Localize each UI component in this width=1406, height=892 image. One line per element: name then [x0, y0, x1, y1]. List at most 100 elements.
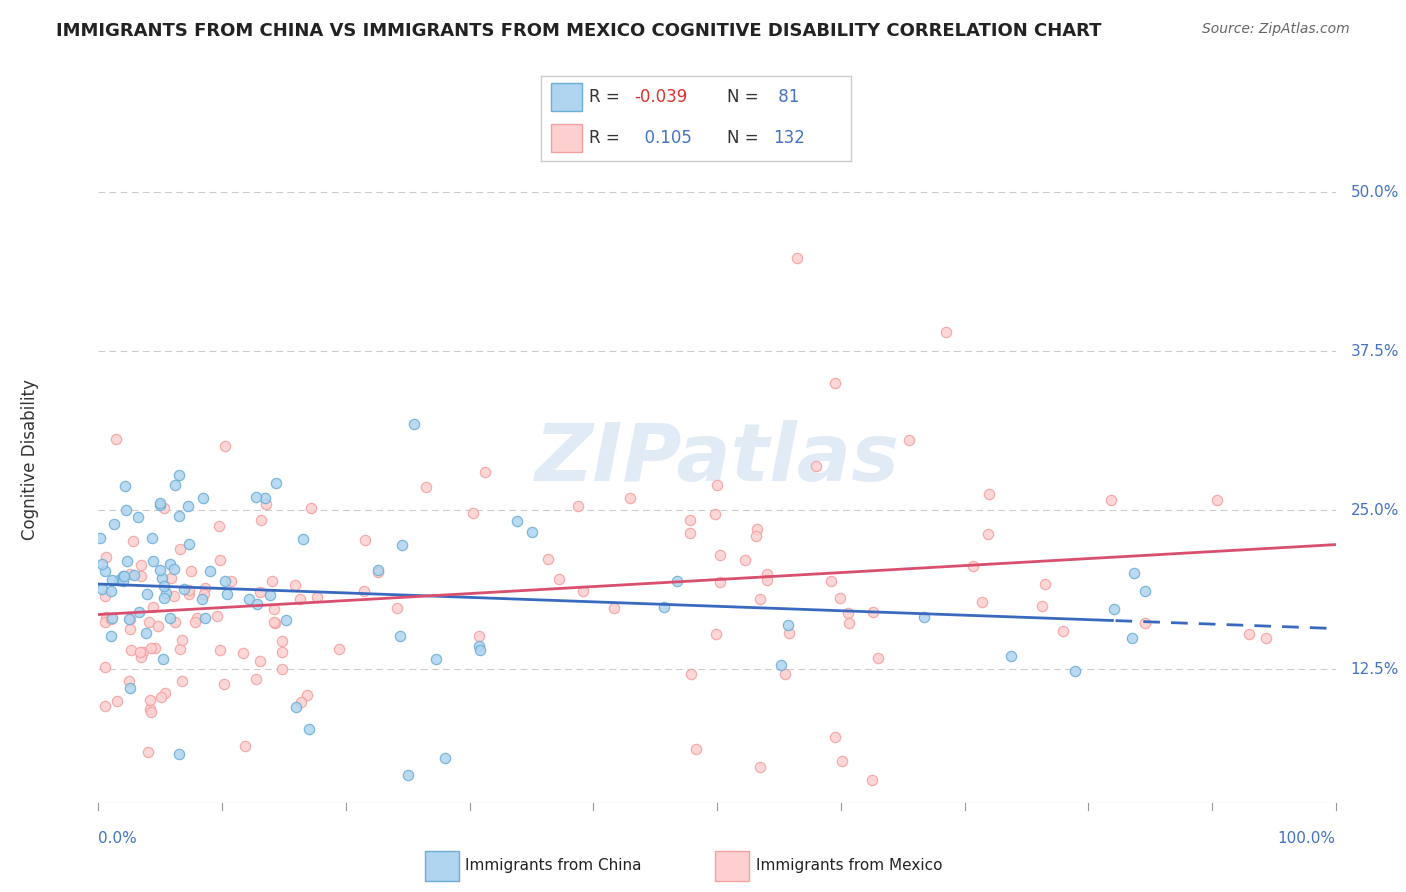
- Point: [979, 487, 1001, 501]
- Point: [254, 497, 277, 511]
- Point: [619, 491, 641, 505]
- Point: [153, 686, 176, 700]
- Point: [91, 582, 114, 596]
- Point: [120, 643, 142, 657]
- Point: [100, 612, 122, 626]
- Point: [831, 754, 853, 768]
- Point: [914, 609, 936, 624]
- Point: [93, 698, 115, 713]
- Point: [136, 745, 159, 759]
- Point: [138, 615, 160, 630]
- Point: [1063, 664, 1085, 678]
- Point: [208, 553, 231, 567]
- Point: [120, 612, 142, 626]
- Point: [1254, 631, 1277, 645]
- Point: [259, 588, 281, 602]
- Point: [193, 587, 215, 601]
- Text: R =: R =: [589, 129, 626, 147]
- Point: [977, 527, 1000, 541]
- Point: [461, 506, 484, 520]
- Point: [153, 501, 176, 516]
- Point: [120, 681, 142, 696]
- Point: [262, 574, 284, 588]
- Point: [153, 591, 176, 605]
- Point: [117, 612, 139, 626]
- Bar: [551, 84, 582, 112]
- Point: [897, 434, 920, 448]
- Point: [221, 574, 243, 589]
- Point: [141, 531, 163, 545]
- Text: 0.0%: 0.0%: [98, 830, 138, 846]
- Point: [129, 568, 152, 582]
- Point: [778, 626, 800, 640]
- Text: Source: ZipAtlas.com: Source: ZipAtlas.com: [1202, 22, 1350, 37]
- Point: [184, 615, 207, 629]
- Point: [704, 507, 727, 521]
- Point: [804, 458, 827, 473]
- Text: -0.039: -0.039: [634, 88, 688, 106]
- Point: [276, 613, 298, 627]
- Point: [107, 694, 129, 708]
- Point: [1052, 624, 1074, 639]
- Text: 37.5%: 37.5%: [1351, 343, 1399, 359]
- Point: [96, 550, 118, 565]
- Point: [367, 563, 389, 577]
- Text: 81: 81: [773, 88, 800, 106]
- Point: [270, 634, 292, 648]
- Point: [120, 622, 142, 636]
- Point: [704, 626, 727, 640]
- Point: [284, 577, 307, 591]
- Point: [105, 432, 128, 446]
- Point: [266, 475, 288, 490]
- Point: [666, 574, 689, 589]
- Point: [207, 608, 229, 623]
- Point: [115, 502, 138, 516]
- Point: [520, 524, 543, 539]
- Text: 25.0%: 25.0%: [1351, 503, 1399, 517]
- Text: N =: N =: [727, 88, 763, 106]
- Point: [935, 325, 957, 339]
- Point: [367, 566, 389, 580]
- Point: [169, 642, 191, 657]
- Point: [681, 667, 703, 681]
- Point: [129, 650, 152, 665]
- Text: 50.0%: 50.0%: [1351, 185, 1399, 200]
- Point: [745, 522, 768, 536]
- Point: [169, 541, 191, 556]
- Point: [468, 629, 491, 643]
- Point: [1205, 492, 1227, 507]
- Text: Immigrants from China: Immigrants from China: [465, 858, 641, 872]
- Point: [215, 586, 238, 600]
- Point: [198, 564, 221, 578]
- Point: [299, 501, 322, 516]
- Point: [288, 591, 311, 606]
- Point: [146, 619, 169, 633]
- Point: [177, 499, 200, 513]
- Point: [246, 597, 269, 611]
- Point: [118, 566, 141, 581]
- Point: [391, 538, 413, 552]
- Point: [824, 730, 846, 744]
- Point: [214, 574, 236, 589]
- Point: [353, 584, 375, 599]
- Point: [263, 602, 285, 616]
- Point: [264, 616, 287, 631]
- Point: [209, 642, 232, 657]
- Point: [167, 747, 190, 762]
- Point: [862, 606, 884, 620]
- Point: [172, 673, 194, 688]
- Point: [163, 615, 186, 630]
- Point: [866, 651, 889, 665]
- Point: [142, 599, 165, 614]
- Point: [786, 252, 808, 266]
- Point: [396, 768, 419, 782]
- Point: [245, 490, 267, 504]
- Point: [135, 626, 157, 640]
- Point: [298, 722, 321, 736]
- Point: [1031, 599, 1053, 614]
- Point: [387, 601, 409, 615]
- Point: [415, 480, 437, 494]
- Point: [127, 510, 149, 524]
- Point: [103, 516, 125, 531]
- Point: [749, 760, 772, 774]
